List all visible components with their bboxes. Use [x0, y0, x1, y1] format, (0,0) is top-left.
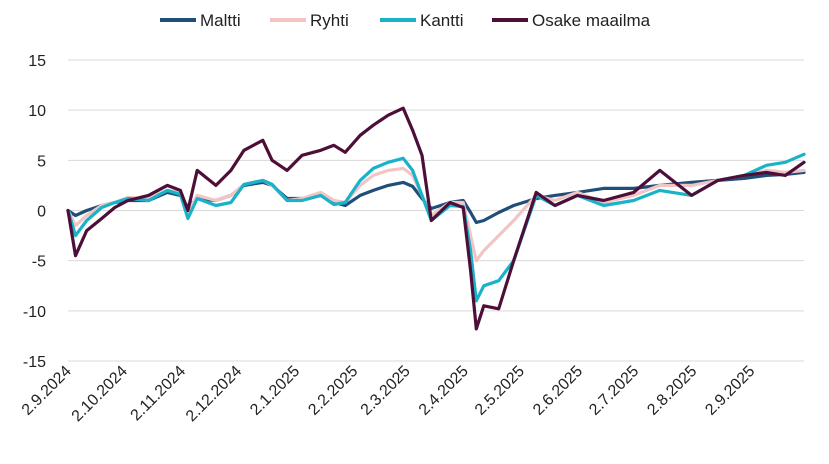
legend-label: Maltti [200, 11, 241, 30]
x-tick-label: 2.9.2025 [702, 363, 758, 419]
x-tick-label: 2.3.2025 [358, 363, 414, 419]
y-tick-label: 15 [28, 53, 46, 70]
y-tick-label: -5 [32, 254, 46, 271]
legend: Maltti Ryhti Kantti Osake maailma [160, 11, 651, 30]
legend-label: Kantti [420, 11, 463, 30]
x-tick-label: 2.6.2025 [530, 363, 586, 419]
x-tick-label: 2.11.2024 [128, 363, 190, 425]
y-axis-tick-labels: 15 10 5 0 -5 -10 -15 [23, 53, 46, 371]
series-line-kantti [66, 152, 806, 303]
x-tick-label: 2.1.2025 [247, 363, 303, 419]
y-tick-label: -15 [23, 354, 46, 371]
x-tick-label: 2.5.2025 [472, 363, 528, 419]
series-line-osake-maailma [66, 106, 806, 331]
x-tick-label: 2.8.2025 [644, 363, 700, 419]
x-tick-label: 2.7.2025 [586, 363, 642, 419]
y-tick-label: 0 [37, 204, 46, 221]
x-tick-label: 2.9.2024 [19, 363, 75, 419]
series-lines [66, 106, 806, 331]
x-tick-label: 2.12.2024 [183, 363, 245, 425]
y-tick-label: -10 [23, 304, 46, 321]
y-tick-label: 5 [37, 153, 46, 170]
y-tick-label: 10 [28, 103, 46, 120]
x-tick-label: 2.4.2025 [416, 363, 472, 419]
legend-label: Osake maailma [532, 11, 651, 30]
x-tick-label: 2.2.2025 [305, 363, 361, 419]
legend-label: Ryhti [310, 11, 349, 30]
x-tick-label: 2.10.2024 [69, 363, 131, 425]
